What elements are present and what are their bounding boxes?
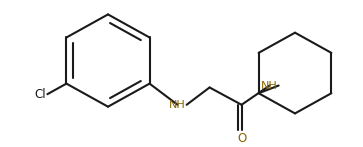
- Text: NH: NH: [169, 100, 186, 110]
- Text: NH: NH: [261, 81, 278, 91]
- Text: O: O: [237, 132, 246, 145]
- Text: Cl: Cl: [34, 88, 46, 101]
